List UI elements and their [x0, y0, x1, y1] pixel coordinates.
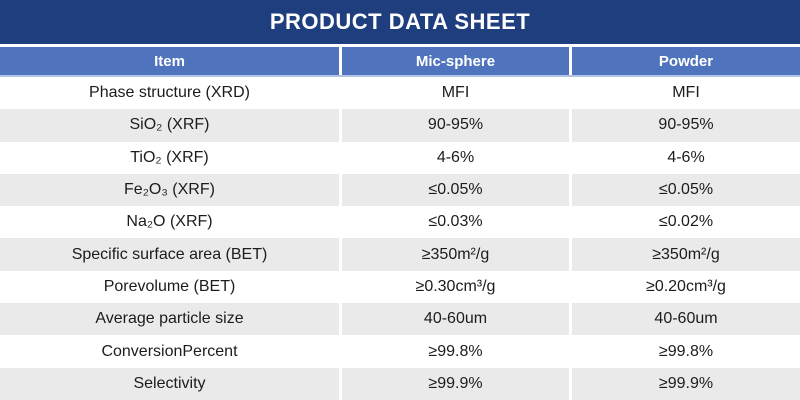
item-cell: Phase structure (XRD) [0, 77, 339, 110]
table-row: ConversionPercent ≥99.8% ≥99.8% [0, 335, 800, 368]
item-cell: Na₂O (XRF) [0, 206, 339, 239]
table-header-row: Item Mic-sphere Powder [0, 47, 800, 77]
table-row: Average particle size 40-60um 40-60um [0, 303, 800, 336]
item-cell: Selectivity [0, 367, 339, 400]
table-row: Selectivity ≥99.9% ≥99.9% [0, 367, 800, 400]
mic-sphere-cell: 90-95% [342, 109, 569, 142]
mic-sphere-cell: ≥0.30cm³/g [342, 270, 569, 304]
column-header-item: Item [0, 47, 339, 75]
powder-cell: ≥99.9% [572, 367, 800, 400]
mic-sphere-cell: ≥99.9% [342, 367, 569, 400]
title-divider [0, 44, 800, 47]
table-row: TiO₂ (XRF) 4-6% 4-6% [0, 141, 800, 174]
powder-cell: ≤0.02% [572, 206, 800, 239]
item-cell: TiO₂ (XRF) [0, 141, 339, 174]
powder-cell: MFI [572, 77, 800, 110]
table-row: SiO₂ (XRF) 90-95% 90-95% [0, 109, 800, 142]
item-cell: Fe₂O₃ (XRF) [0, 173, 339, 207]
item-cell: ConversionPercent [0, 335, 339, 368]
table-row: Fe₂O₃ (XRF) ≤0.05% ≤0.05% [0, 173, 800, 207]
mic-sphere-cell: ≤0.05% [342, 173, 569, 207]
powder-cell: ≤0.05% [572, 173, 800, 207]
item-cell: SiO₂ (XRF) [0, 109, 339, 142]
item-cell: Porevolume (BET) [0, 270, 339, 304]
powder-cell: 90-95% [572, 109, 800, 142]
table-row: Na₂O (XRF) ≤0.03% ≤0.02% [0, 206, 800, 239]
column-header-powder: Powder [572, 47, 800, 75]
item-cell: Average particle size [0, 303, 339, 336]
powder-cell: 40-60um [572, 303, 800, 336]
mic-sphere-cell: MFI [342, 77, 569, 110]
mic-sphere-cell: 4-6% [342, 141, 569, 174]
mic-sphere-cell: 40-60um [342, 303, 569, 336]
table-body: Phase structure (XRD) MFI MFI SiO₂ (XRF)… [0, 77, 800, 400]
page-title: PRODUCT DATA SHEET [269, 9, 531, 34]
table-row: Porevolume (BET) ≥0.30cm³/g ≥0.20cm³/g [0, 270, 800, 304]
table-row: Phase structure (XRD) MFI MFI [0, 77, 800, 110]
item-cell: Specific surface area (BET) [0, 238, 339, 271]
powder-cell: 4-6% [572, 141, 800, 174]
mic-sphere-cell: ≥99.8% [342, 335, 569, 368]
mic-sphere-cell: ≥350m²/g [342, 238, 569, 271]
powder-cell: ≥99.8% [572, 335, 800, 368]
table-row: Specific surface area (BET) ≥350m²/g ≥35… [0, 238, 800, 271]
powder-cell: ≥350m²/g [572, 238, 800, 271]
title-bar: PRODUCT DATA SHEET [0, 0, 800, 44]
powder-cell: ≥0.20cm³/g [572, 270, 800, 304]
mic-sphere-cell: ≤0.03% [342, 206, 569, 239]
column-header-mic-sphere: Mic-sphere [342, 47, 569, 75]
